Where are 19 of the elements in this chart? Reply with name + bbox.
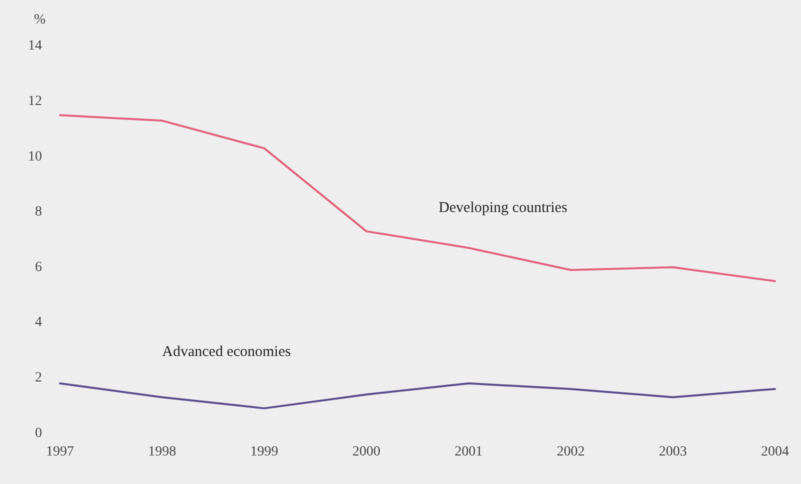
series-label: Developing countries xyxy=(438,200,568,216)
y-tick-label: 6 xyxy=(35,260,42,275)
y-tick-label: 2 xyxy=(35,370,42,386)
x-tick-label: 1997 xyxy=(46,444,74,460)
x-tick-label: 2003 xyxy=(658,444,687,460)
x-tick-label: 2000 xyxy=(352,444,380,460)
y-tick-label: 14 xyxy=(28,38,42,54)
x-tick-label: 2001 xyxy=(454,444,483,460)
y-tick-label: 12 xyxy=(28,94,42,109)
x-tick-label: 1998 xyxy=(148,444,176,460)
x-tick-label: 2004 xyxy=(761,444,789,460)
x-tick-label: 1999 xyxy=(250,444,278,460)
y-tick-label: 0 xyxy=(35,426,42,441)
x-tick-label: 2002 xyxy=(556,444,585,460)
y-tick-label: 8 xyxy=(35,204,42,220)
y-axis-title: % xyxy=(34,12,46,28)
y-tick-label: 10 xyxy=(28,149,42,164)
y-tick-label: 4 xyxy=(35,315,42,330)
text: Advanced economies xyxy=(162,344,292,360)
